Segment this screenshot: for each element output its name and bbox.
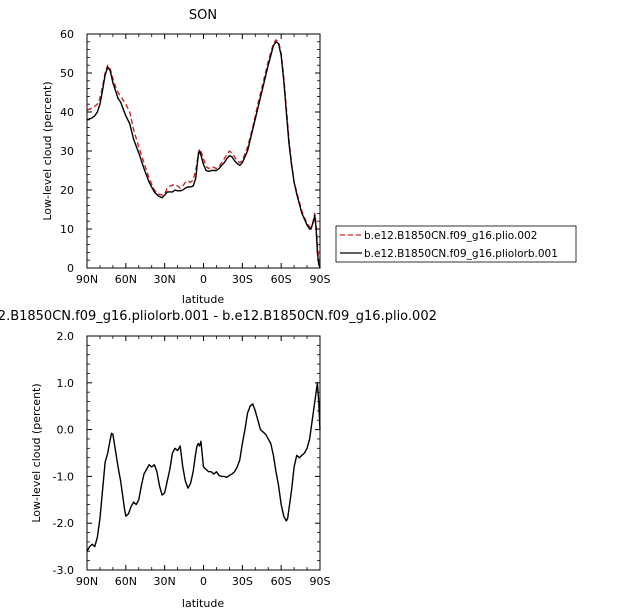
bottom-y-tick-label: 1.0 [57,377,75,390]
bottom-x-tick-label: 30N [154,575,176,588]
top-chart-ticks [86,33,321,269]
legend-label-plio: b.e12.B1850CN.f09_g16.plio.002 [364,230,537,242]
bottom-x-tick-label: 30S [232,575,253,588]
top-x-tick-label: 30S [232,273,253,286]
legend-box [335,225,577,263]
bottom-x-tick-label: 90S [310,575,331,588]
bottom-y-tick-label: 0.0 [57,424,75,437]
top-y-tick-label: 50 [60,67,74,80]
bottom-chart-series [86,382,321,552]
top-y-tick-label: 0 [67,262,74,275]
bottom-chart-ticks [86,335,321,571]
bottom-plot-frame [86,335,321,571]
top-plot-frame [86,33,321,269]
top-y-tick-label: 40 [60,106,74,119]
legend: b.e12.B1850CN.f09_g16.plio.002 b.e12.B18… [335,225,577,263]
top-y-tick-label: 20 [60,184,74,197]
top-chart-title: SON [189,8,217,23]
bottom-y-tick-label: -3.0 [53,564,74,577]
bottom-panel: b.e12.B1850CN.f09_g16.pliolorb.001 - b.e… [0,309,437,610]
top-x-tick-label: 60N [115,273,137,286]
bottom-x-tick-label: 60N [115,575,137,588]
top-y-tick-label: 60 [60,28,74,41]
bottom-x-tick-label: 90N [76,575,98,588]
top-series-line-1 [86,41,321,269]
top-panel: SON 90N 60N 30N 0 30S 60S 90S 0 10 20 30 40 50 60 lat… [41,8,577,306]
top-x-tick-label: 60S [271,273,292,286]
bottom-y-tick-label: 2.0 [57,330,75,343]
bottom-y-tick-label: -2.0 [53,517,74,530]
legend-label-pliolorb: b.e12.B1850CN.f09_g16.pliolorb.001 [364,248,558,260]
bottom-x-tick-label: 0 [200,575,207,588]
top-x-tick-label: 30N [154,273,176,286]
top-series-line-0 [86,39,321,269]
top-y-tick-label: 30 [60,145,74,158]
bottom-y-axis-label: Low-level cloud (percent) [30,383,43,522]
top-chart-tick-labels: 90N 60N 30N 0 30S 60S 90S 0 10 20 30 40 50 60 [60,28,331,286]
top-chart-series [86,39,321,269]
bottom-y-tick-label: -1.0 [53,470,74,483]
top-x-tick-label: 90N [76,273,98,286]
top-y-axis-label: Low-level cloud (percent) [41,81,54,220]
bottom-chart-tick-labels: 90N 60N 30N 0 30S 60S 90S -3.0 -2.0 -1.0 0.0 1.0 2.0 [53,330,331,588]
bottom-chart-title: b.e12.B1850CN.f09_g16.pliolorb.001 - b.e… [0,309,437,324]
top-x-axis-label: latitude [182,293,224,306]
bottom-x-tick-label: 60S [271,575,292,588]
bottom-series-line-0 [86,382,321,552]
top-y-tick-label: 10 [60,223,74,236]
top-x-tick-label: 90S [310,273,331,286]
top-x-tick-label: 0 [200,273,207,286]
bottom-x-axis-label: latitude [182,597,224,610]
